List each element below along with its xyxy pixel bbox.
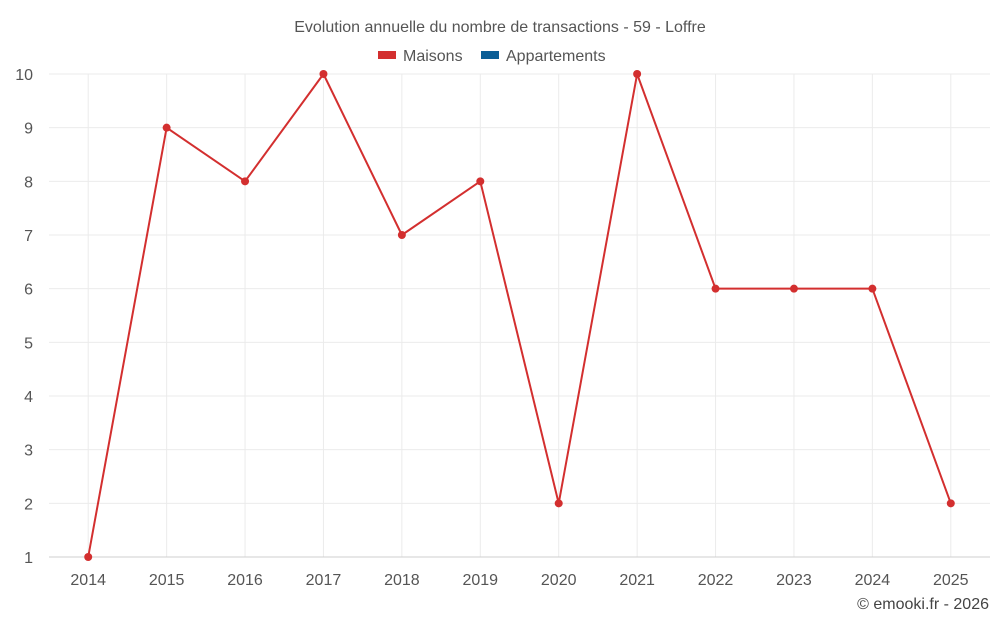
chart-title: Evolution annuelle du nombre de transact… xyxy=(294,19,706,36)
legend-label-appartements[interactable]: Appartements xyxy=(506,48,606,65)
x-axis: 2014 2015 2016 2017 2018 2019 2020 2021 2022 2023… xyxy=(49,556,990,589)
data-point[interactable] xyxy=(633,70,642,78)
series-line-maisons xyxy=(87,73,952,558)
y-tick-label: 6 xyxy=(24,282,33,299)
x-tick-label: 2021 xyxy=(619,572,655,589)
y-tick-label: 9 xyxy=(24,121,33,138)
grid xyxy=(49,73,990,558)
data-point[interactable] xyxy=(868,284,877,293)
x-tick-label: 2016 xyxy=(227,572,263,589)
data-point[interactable] xyxy=(397,231,406,239)
data-point[interactable] xyxy=(162,123,171,132)
data-point[interactable] xyxy=(554,499,563,508)
legend-swatch-maisons[interactable] xyxy=(378,51,396,59)
series-maisons xyxy=(84,70,955,561)
x-tick-label: 2018 xyxy=(384,572,420,589)
y-tick-label: 3 xyxy=(24,443,33,460)
y-tick-label: 8 xyxy=(24,174,33,191)
y-tick-label: 10 xyxy=(15,67,33,84)
x-tick-label: 2019 xyxy=(462,572,498,589)
x-tick-label: 2020 xyxy=(541,572,577,589)
data-point[interactable] xyxy=(711,284,720,293)
x-tick-label: 2025 xyxy=(933,572,969,589)
x-tick-label: 2014 xyxy=(70,572,106,589)
data-point[interactable] xyxy=(946,499,955,508)
x-tick-label: 2023 xyxy=(776,572,812,589)
y-tick-label: 2 xyxy=(24,496,33,513)
data-point[interactable] xyxy=(476,177,485,186)
data-point[interactable] xyxy=(319,70,328,78)
data-point[interactable] xyxy=(84,553,93,561)
legend: Maisons Appartements xyxy=(378,48,606,65)
legend-label-maisons[interactable]: Maisons xyxy=(403,48,463,65)
credit-text: © emooki.fr - 2026 xyxy=(857,596,989,613)
y-tick-label: 7 xyxy=(24,228,33,245)
x-tick-label: 2024 xyxy=(855,572,891,589)
x-tick-label: 2015 xyxy=(149,572,185,589)
y-axis: 1 2 3 4 5 6 7 8 9 10 xyxy=(15,67,33,567)
y-tick-label: 1 xyxy=(24,550,33,567)
y-tick-label: 5 xyxy=(24,335,33,352)
x-tick-label: 2022 xyxy=(698,572,734,589)
data-point[interactable] xyxy=(241,177,250,186)
x-tick-label: 2017 xyxy=(306,572,342,589)
y-tick-label: 4 xyxy=(24,389,33,406)
data-point[interactable] xyxy=(789,284,798,293)
legend-swatch-appartements[interactable] xyxy=(481,51,499,59)
